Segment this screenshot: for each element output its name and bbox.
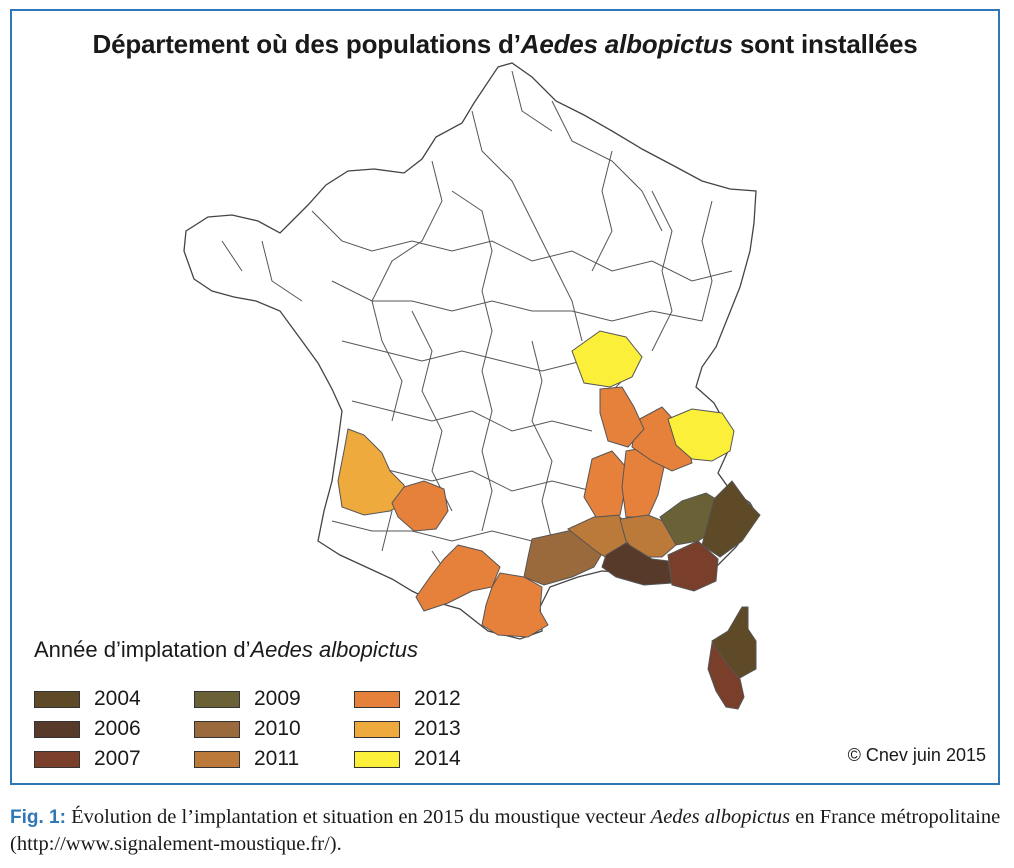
region-vaucluse bbox=[619, 514, 677, 558]
legend-swatch bbox=[354, 691, 400, 708]
region-alpes-maritimes bbox=[701, 480, 761, 558]
legend-title: Année d’implatation d’Aedes albopictus bbox=[34, 637, 418, 663]
region-corse-du-sud bbox=[707, 641, 745, 710]
department-borders bbox=[221, 70, 733, 582]
region-pyrenees-west bbox=[415, 544, 501, 612]
legend-swatch bbox=[194, 721, 240, 738]
france-map bbox=[183, 62, 761, 710]
legend-swatch bbox=[354, 751, 400, 768]
legend-label: 2010 bbox=[254, 717, 301, 740]
caption-fig-label: Fig. 1: bbox=[10, 807, 66, 828]
colonized-departments bbox=[337, 330, 761, 710]
legend-label: 2012 bbox=[414, 687, 461, 710]
legend-swatch bbox=[34, 751, 80, 768]
title-suffix: sont installées bbox=[732, 29, 918, 59]
legend-swatch bbox=[194, 691, 240, 708]
legend-swatch bbox=[354, 721, 400, 738]
region-savoie bbox=[667, 408, 735, 462]
region-saone-et-loire bbox=[571, 330, 643, 388]
credit-text: © Cnev juin 2015 bbox=[847, 745, 986, 765]
region-rhone bbox=[599, 386, 645, 448]
legend-title-prefix: Année d’implatation d’ bbox=[34, 637, 251, 662]
title-prefix: Département où des populations d’ bbox=[92, 29, 521, 59]
legend-label: 2004 bbox=[94, 687, 141, 710]
legend-label: 2006 bbox=[94, 717, 141, 740]
legend-label: 2009 bbox=[254, 687, 301, 710]
legend-swatch bbox=[34, 721, 80, 738]
legend-label: 2013 bbox=[414, 717, 461, 740]
figure-frame: Département où des populations d’Aedes a… bbox=[10, 9, 1000, 785]
map-title: Département où des populations d’Aedes a… bbox=[12, 29, 998, 60]
title-species: Aedes albopictus bbox=[520, 29, 733, 59]
legend-title-species: Aedes albopictus bbox=[250, 637, 419, 662]
legend-swatch bbox=[194, 751, 240, 768]
region-ardeche bbox=[583, 450, 627, 518]
region-isere bbox=[631, 406, 693, 472]
legend-label: 2007 bbox=[94, 747, 141, 770]
legend-swatch bbox=[34, 691, 80, 708]
figure-caption: Fig. 1: Évolution de l’implantation et s… bbox=[10, 804, 1010, 857]
legend-label: 2011 bbox=[254, 747, 300, 770]
caption-text-after: en France métropolitaine (http://www.sig… bbox=[10, 806, 1001, 855]
legend-label: 2014 bbox=[414, 747, 461, 770]
caption-text-before: Évolution de l’implantation et situation… bbox=[65, 806, 651, 828]
caption-species: Aedes albopictus bbox=[650, 806, 791, 828]
region-pyrenees-orientales bbox=[481, 572, 549, 638]
region-lot-et-garonne bbox=[391, 480, 449, 532]
